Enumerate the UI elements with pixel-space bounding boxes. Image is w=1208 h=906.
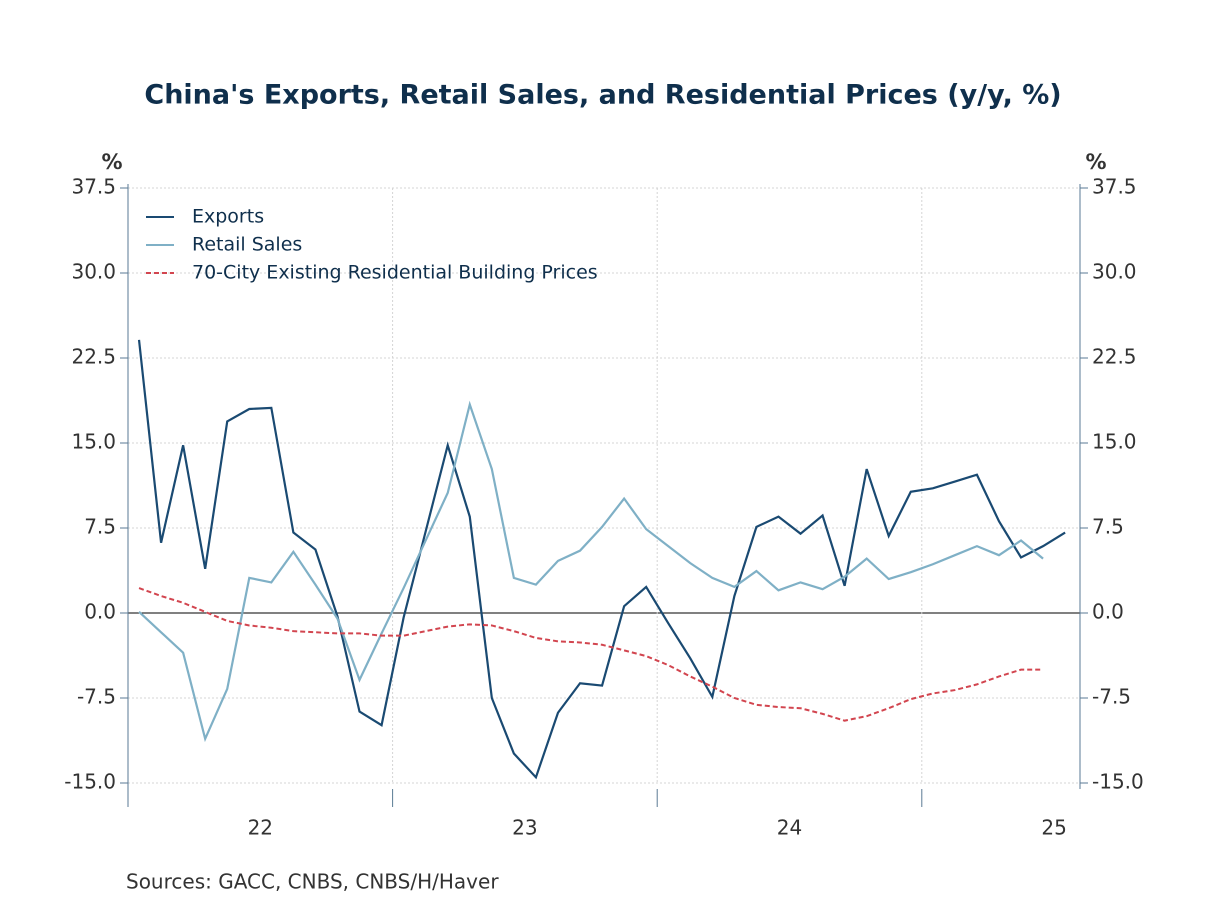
y-tick-label: 7.5: [84, 515, 116, 539]
x-tick-label: 23: [512, 816, 537, 840]
y2-axis-unit: %: [1085, 150, 1106, 174]
y-tick-label: 37.5: [71, 175, 116, 199]
y2-tick-label: 7.5: [1092, 515, 1124, 539]
y2-tick-label: 30.0: [1092, 260, 1137, 284]
y2-tick-label: 22.5: [1092, 345, 1137, 369]
y2-tick-label: -15.0: [1092, 770, 1144, 794]
y-tick-label: 22.5: [71, 345, 116, 369]
y2-tick-label: 37.5: [1092, 175, 1137, 199]
x-tick-label: 25: [1041, 816, 1066, 840]
legend-label: Exports: [192, 206, 264, 228]
y2-tick-label: 15.0: [1092, 430, 1137, 454]
series-line: [138, 587, 1044, 722]
y2-tick-label: 0.0: [1092, 600, 1124, 624]
x-tick-label: 22: [248, 816, 273, 840]
y-tick-label: 0.0: [84, 600, 116, 624]
y-tick-label: -7.5: [77, 685, 116, 709]
x-tick-label: 24: [777, 816, 802, 840]
series-line: [137, 339, 1066, 780]
y-tick-label: 30.0: [71, 260, 116, 284]
series-line: [138, 400, 1044, 743]
source-note: Sources: GACC, CNBS, CNBS/H/Haver: [126, 870, 499, 894]
y-tick-label: -15.0: [64, 770, 116, 794]
legend-label: 70-City Existing Residential Building Pr…: [192, 262, 598, 284]
legend-label: Retail Sales: [192, 234, 302, 256]
y2-tick-label: -7.5: [1092, 685, 1131, 709]
y-axis-unit: %: [101, 150, 122, 174]
chart-title: China's Exports, Retail Sales, and Resid…: [144, 80, 1061, 111]
y-tick-label: 15.0: [71, 430, 116, 454]
